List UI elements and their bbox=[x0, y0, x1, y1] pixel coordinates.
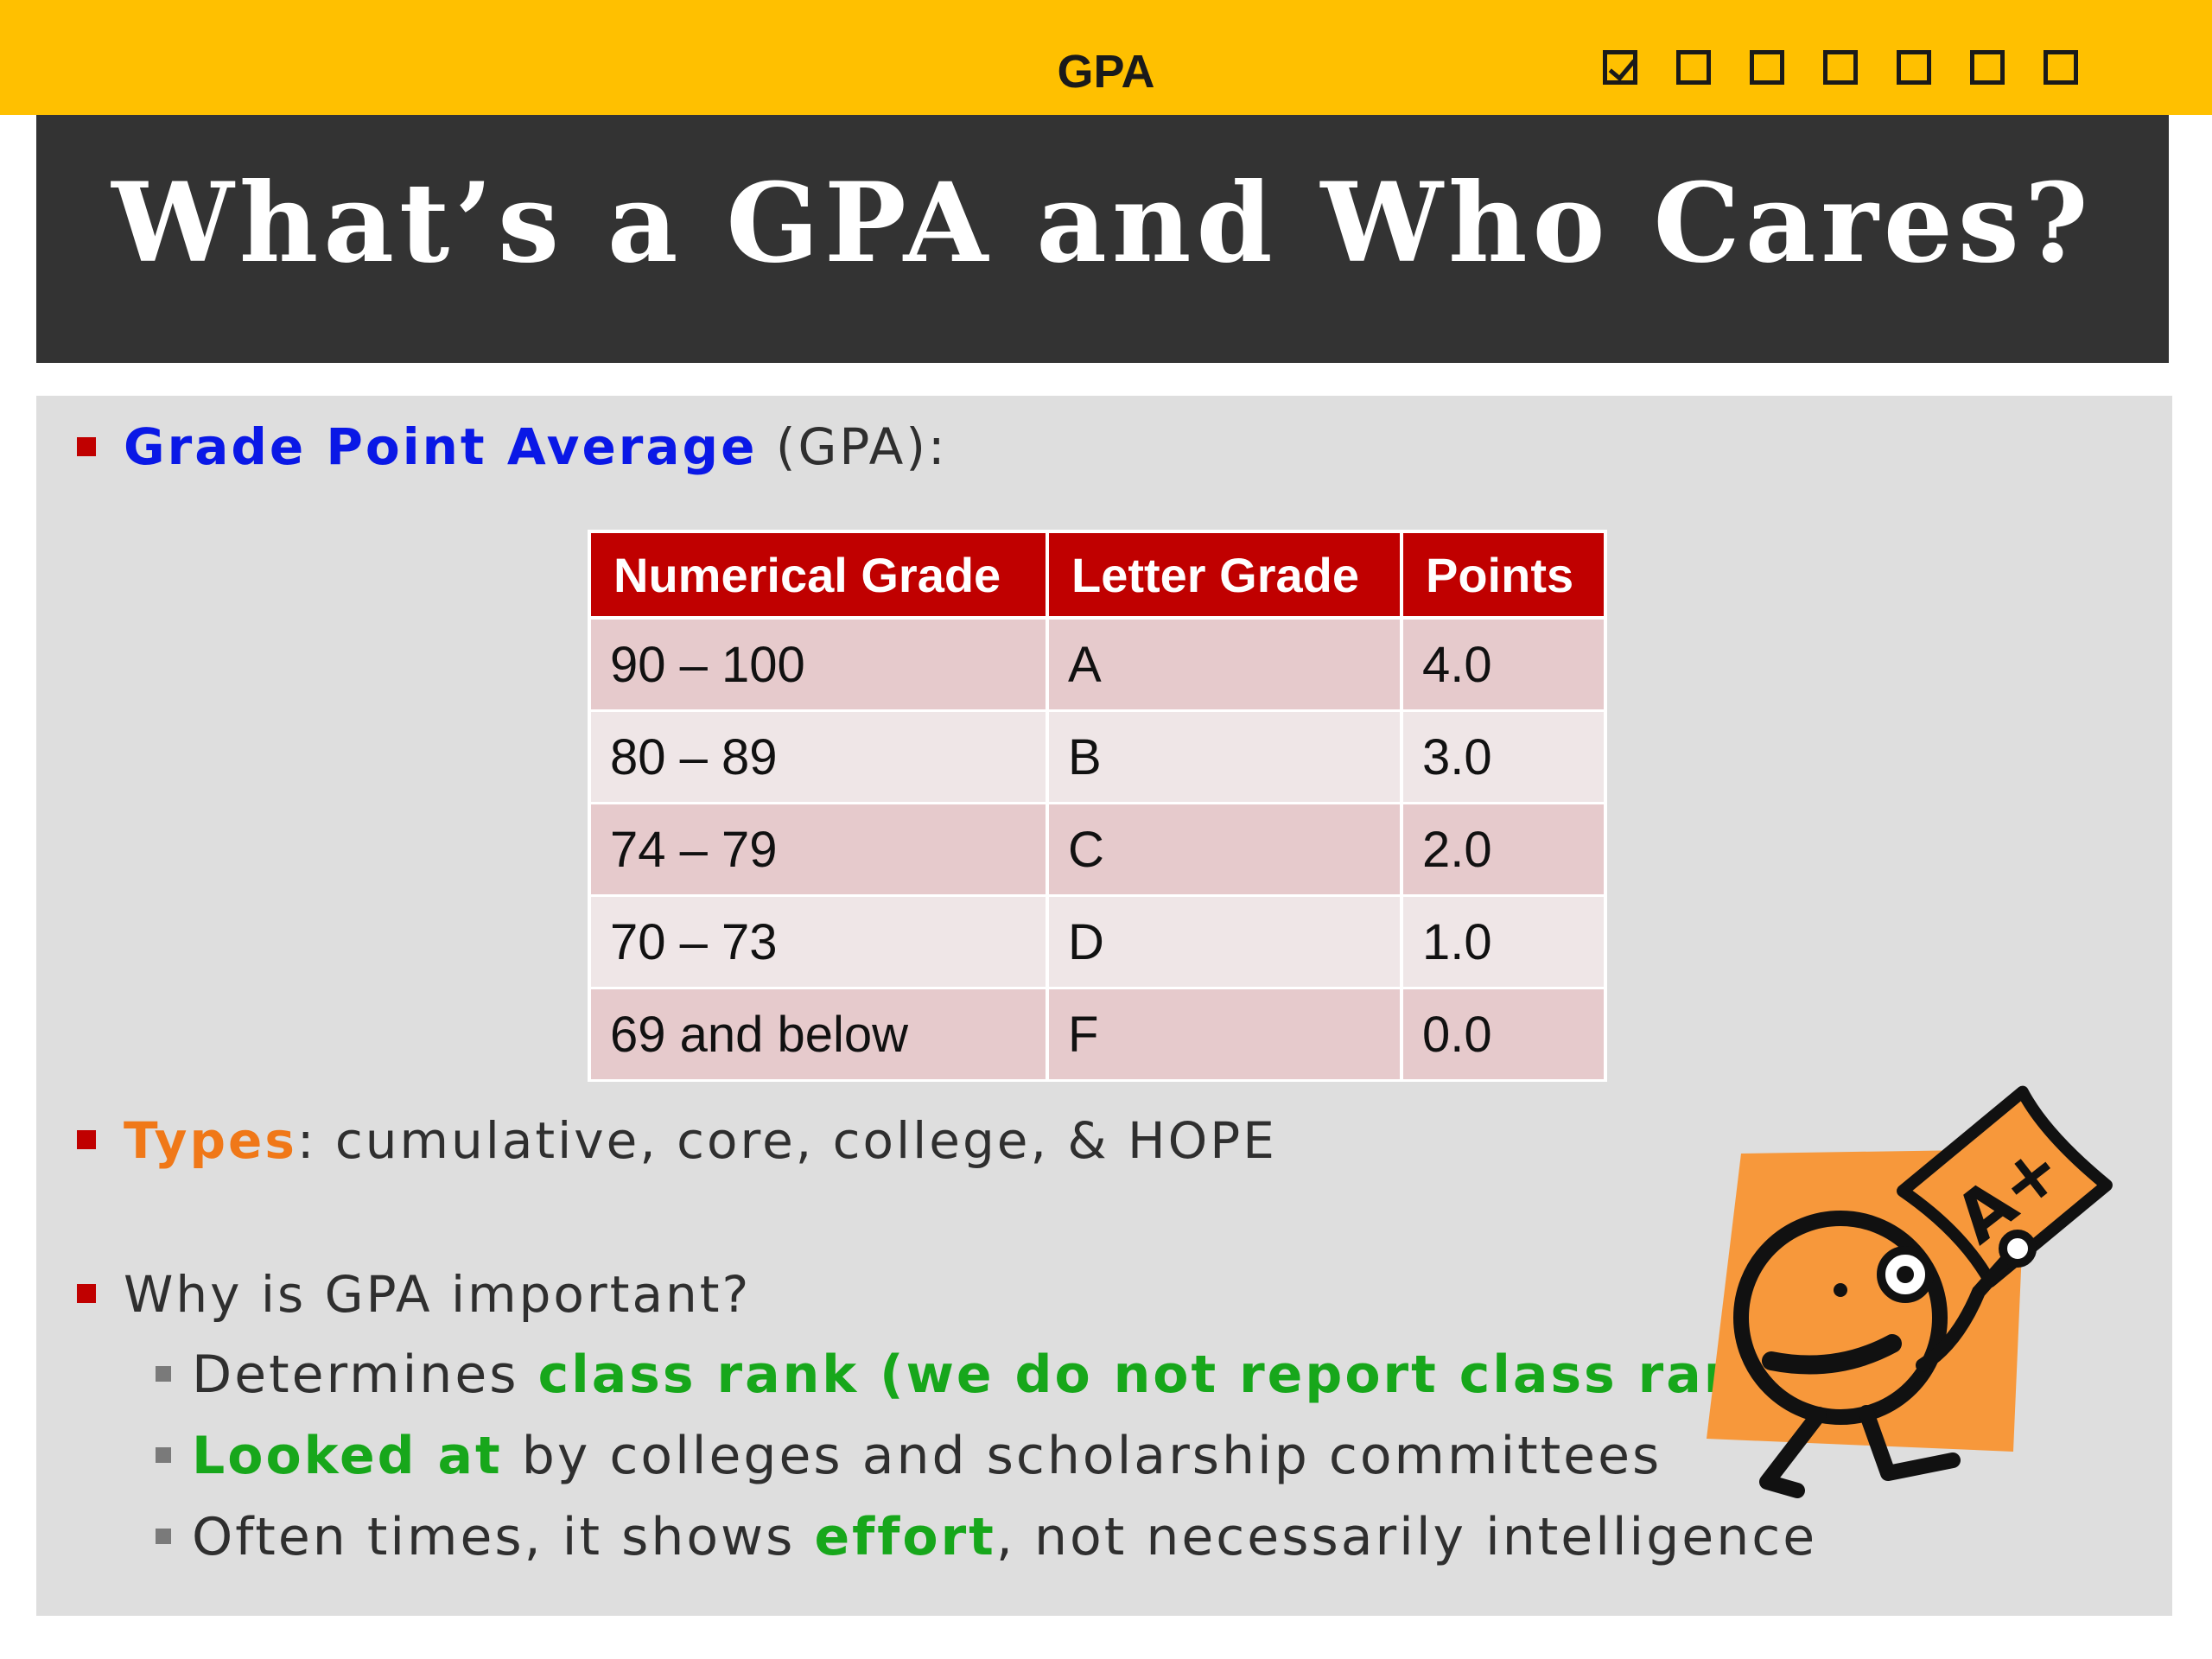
numerical-grade-cell: 74 – 79 bbox=[588, 803, 1049, 897]
points-cell: 4.0 bbox=[1400, 618, 1607, 712]
progress-box bbox=[1823, 50, 1858, 85]
letter-grade-cell: A bbox=[1046, 618, 1403, 712]
sub-bullet-marker bbox=[156, 1529, 171, 1544]
title-bar: What’s a GPA and Who Cares? bbox=[36, 115, 2169, 363]
bullet-marker bbox=[77, 437, 96, 456]
table-header-row: Numerical Grade Letter Grade Points bbox=[588, 530, 1607, 620]
effort-highlight: effort bbox=[814, 1507, 996, 1567]
letter-grade-cell: F bbox=[1046, 988, 1403, 1082]
letter-grade-cell: D bbox=[1046, 895, 1403, 989]
numerical-grade-cell: 69 and below bbox=[588, 988, 1049, 1082]
progress-box-checked bbox=[1603, 50, 1637, 85]
sub-bullet-class-rank: Determines class rank (we do not report … bbox=[192, 1344, 1807, 1405]
bullet-marker bbox=[77, 1130, 96, 1149]
gpa-term: Grade Point Average bbox=[124, 417, 758, 476]
header-numerical-grade: Numerical Grade bbox=[588, 530, 1049, 620]
progress-box bbox=[1970, 50, 2005, 85]
bullet-why-important: Why is GPA important? bbox=[124, 1265, 752, 1324]
sub-bullet-marker bbox=[156, 1366, 171, 1382]
progress-checkboxes bbox=[1603, 43, 2078, 95]
points-cell: 1.0 bbox=[1400, 895, 1607, 989]
header-letter-grade: Letter Grade bbox=[1046, 530, 1403, 620]
table-row: 74 – 79 C 2.0 bbox=[588, 803, 1607, 897]
header-points: Points bbox=[1400, 530, 1607, 620]
letter-grade-cell: B bbox=[1046, 710, 1403, 804]
progress-box bbox=[1750, 50, 1784, 85]
bullet-gpa-types: Types: cumulative, core, college, & HOPE bbox=[124, 1110, 1277, 1171]
top-bar: GPA bbox=[0, 0, 2212, 115]
section-label: GPA bbox=[1057, 46, 1155, 98]
table-row: 69 and below F 0.0 bbox=[588, 988, 1607, 1082]
sub-bullet-effort: Often times, it shows effort, not necess… bbox=[192, 1507, 1817, 1567]
looked-at-highlight: Looked at bbox=[192, 1426, 503, 1486]
sub-bullet-text: Often times, it shows bbox=[192, 1507, 815, 1567]
numerical-grade-cell: 90 – 100 bbox=[588, 618, 1049, 712]
gpa-abbrev: (GPA): bbox=[757, 417, 948, 476]
progress-box bbox=[1676, 50, 1711, 85]
class-rank-highlight: class rank (we do not report class rank) bbox=[537, 1344, 1807, 1405]
student-holding-a-plus-paper-icon: A+ bbox=[1707, 1067, 2173, 1521]
points-cell: 3.0 bbox=[1400, 710, 1607, 804]
grade-table: Numerical Grade Letter Grade Points 90 –… bbox=[588, 530, 1607, 1082]
letter-grade-cell: C bbox=[1046, 803, 1403, 897]
table-row: 70 – 73 D 1.0 bbox=[588, 895, 1607, 989]
sub-bullet-text: by colleges and scholarship committees bbox=[502, 1426, 1662, 1486]
numerical-grade-cell: 70 – 73 bbox=[588, 895, 1049, 989]
bullet-gpa-definition: Grade Point Average (GPA): bbox=[124, 416, 948, 477]
bullet-marker bbox=[77, 1284, 96, 1303]
table-row: 90 – 100 A 4.0 bbox=[588, 618, 1607, 712]
sub-bullet-text: , not necessarily intelligence bbox=[995, 1507, 1818, 1567]
progress-box bbox=[2044, 50, 2078, 85]
points-cell: 2.0 bbox=[1400, 803, 1607, 897]
types-list: : cumulative, core, college, & HOPE bbox=[296, 1111, 1277, 1170]
table-row: 80 – 89 B 3.0 bbox=[588, 710, 1607, 804]
points-cell: 0.0 bbox=[1400, 988, 1607, 1082]
slide-title: What’s a GPA and Who Cares? bbox=[111, 159, 2094, 287]
sub-bullet-colleges: Looked at by colleges and scholarship co… bbox=[192, 1426, 1662, 1486]
types-term: Types bbox=[124, 1111, 297, 1170]
numerical-grade-cell: 80 – 89 bbox=[588, 710, 1049, 804]
progress-box bbox=[1897, 50, 1931, 85]
sub-bullet-text: Determines bbox=[192, 1344, 538, 1405]
sub-bullet-marker bbox=[156, 1447, 171, 1463]
